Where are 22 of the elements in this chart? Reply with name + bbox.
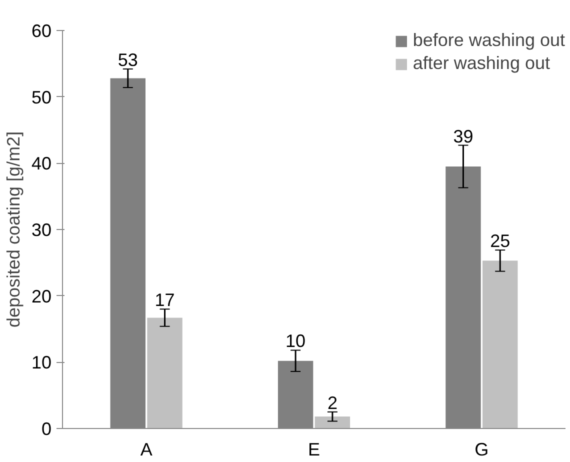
bar [147,318,182,428]
legend-label: before washing out [412,30,565,51]
data-label: 17 [154,290,175,310]
legend-label: after washing out [412,53,550,74]
y-tick-label: 40 [31,154,52,174]
x-tick-label: G [474,440,489,460]
x-tick-label: E [308,440,320,460]
y-tick-label: 20 [31,286,52,306]
bar [482,260,518,428]
bar [314,416,350,428]
data-label: 39 [453,126,474,146]
y-tick-label: 30 [31,220,52,240]
y-tick-label: 0 [41,419,52,439]
data-label: 2 [327,392,338,413]
y-axis-title: deposited coating [g/m2] [3,131,24,328]
data-label: 53 [118,50,138,70]
y-tick-label: 50 [31,87,52,108]
x-tick-label: A [140,440,152,460]
data-label: 10 [286,331,306,352]
y-tick-label: 60 [31,21,52,41]
y-tick-label: 10 [31,352,52,373]
data-label: 25 [490,231,510,252]
